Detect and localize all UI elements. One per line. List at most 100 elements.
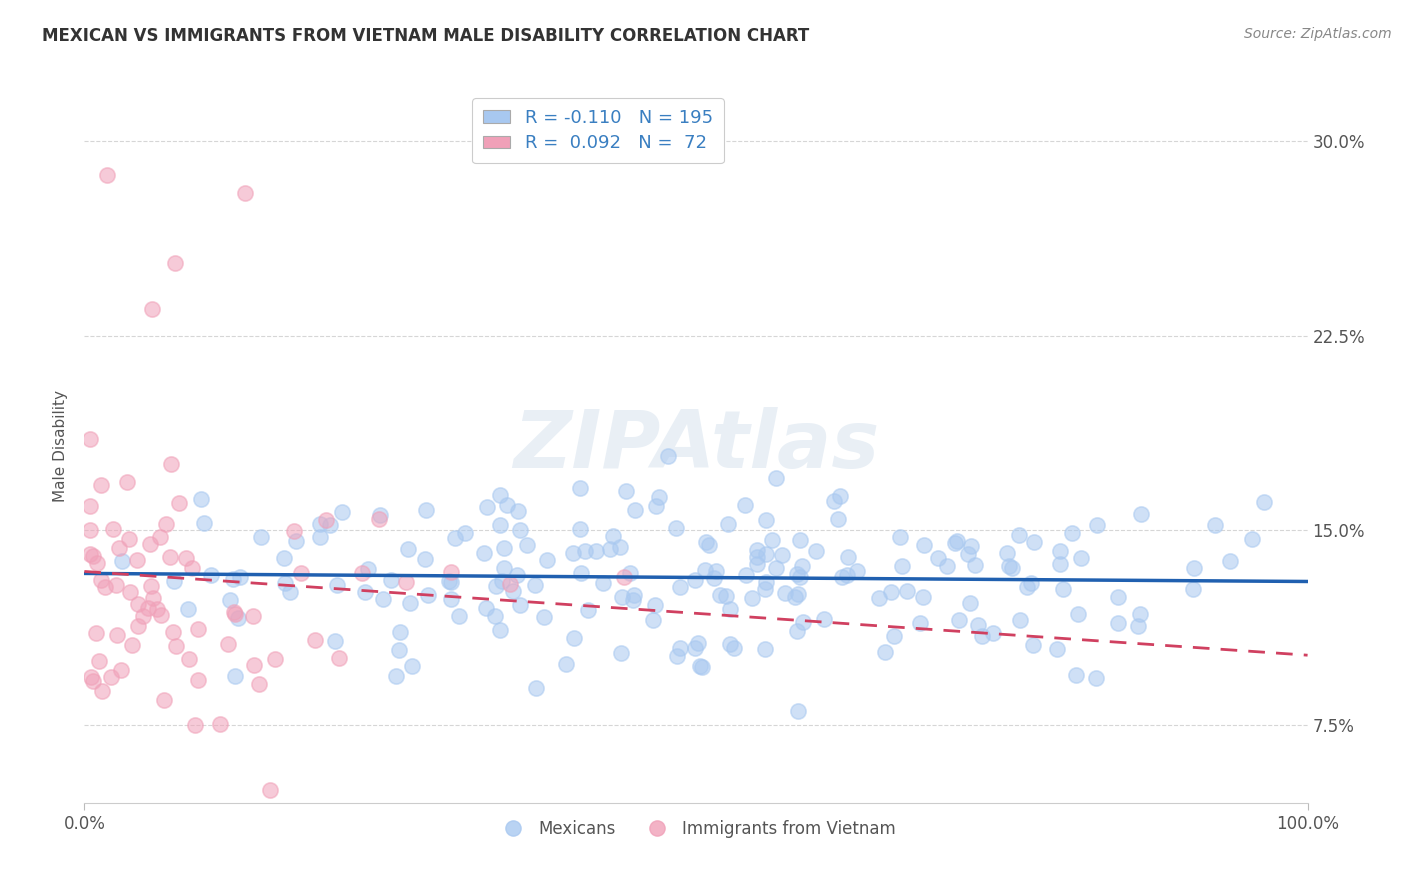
Point <box>319 518 342 533</box>
Point <box>1240 532 1263 546</box>
Point <box>1067 607 1090 621</box>
Point <box>132 608 155 623</box>
Point <box>823 493 845 508</box>
Point <box>90 684 112 698</box>
Point <box>328 651 350 665</box>
Point <box>641 613 664 627</box>
Point <box>602 529 624 543</box>
Point <box>142 591 165 605</box>
Point <box>110 664 132 678</box>
Text: MEXICAN VS IMMIGRANTS FROM VIETNAM MALE DISABILITY CORRELATION CHART: MEXICAN VS IMMIGRANTS FROM VIETNAM MALE … <box>42 27 810 45</box>
Point <box>585 544 607 558</box>
Point <box>509 523 531 537</box>
Point <box>690 660 713 674</box>
Point <box>523 578 546 592</box>
Point <box>1129 607 1152 622</box>
Point <box>141 301 163 316</box>
Point <box>120 584 142 599</box>
Point <box>943 536 966 550</box>
Point <box>82 549 104 564</box>
Point <box>665 521 688 535</box>
Point <box>723 641 745 656</box>
Point <box>90 573 112 587</box>
Point <box>569 566 592 581</box>
Point <box>765 471 787 485</box>
Point <box>502 583 524 598</box>
Point <box>804 544 827 558</box>
Point <box>181 561 204 575</box>
Point <box>96 169 118 183</box>
Point <box>217 637 239 651</box>
Point <box>910 615 932 630</box>
Point <box>516 538 538 552</box>
Point <box>127 597 149 611</box>
Point <box>716 590 738 604</box>
Point <box>125 553 148 567</box>
Point <box>165 640 187 654</box>
Point <box>709 588 731 602</box>
Point <box>79 432 101 446</box>
Point <box>956 547 979 561</box>
Point <box>247 676 270 690</box>
Point <box>190 492 212 507</box>
Point <box>224 607 246 622</box>
Point <box>221 572 243 586</box>
Point <box>304 633 326 648</box>
Y-axis label: Male Disability: Male Disability <box>53 390 69 502</box>
Point <box>309 531 332 545</box>
Point <box>489 623 512 637</box>
Point <box>1126 619 1149 633</box>
Point <box>755 574 778 589</box>
Point <box>233 186 256 201</box>
Point <box>562 631 585 645</box>
Point <box>440 574 463 589</box>
Point <box>357 562 380 576</box>
Point <box>1052 582 1074 596</box>
Point <box>1253 495 1275 509</box>
Point <box>741 591 763 606</box>
Point <box>350 566 373 580</box>
Point <box>533 610 555 624</box>
Point <box>315 513 337 527</box>
Point <box>783 590 806 604</box>
Point <box>396 542 419 557</box>
Point <box>475 500 498 514</box>
Point <box>610 590 633 604</box>
Point <box>827 512 849 526</box>
Point <box>139 579 162 593</box>
Point <box>325 578 347 592</box>
Point <box>912 538 935 552</box>
Point <box>115 475 138 489</box>
Point <box>1008 613 1031 627</box>
Point <box>1049 558 1071 572</box>
Point <box>506 503 529 517</box>
Point <box>79 523 101 537</box>
Point <box>718 602 741 616</box>
Point <box>219 593 242 607</box>
Point <box>94 580 117 594</box>
Point <box>399 596 422 610</box>
Point <box>755 513 778 527</box>
Point <box>789 570 811 584</box>
Point <box>792 558 814 573</box>
Point <box>623 502 645 516</box>
Point <box>669 581 692 595</box>
Point <box>981 625 1004 640</box>
Point <box>569 522 592 536</box>
Point <box>89 654 111 668</box>
Point <box>250 531 273 545</box>
Point <box>835 568 858 582</box>
Point <box>536 553 558 567</box>
Point <box>283 524 305 539</box>
Point <box>717 516 740 531</box>
Point <box>444 531 467 545</box>
Point <box>499 577 522 591</box>
Point <box>889 530 911 544</box>
Point <box>454 525 477 540</box>
Point <box>1021 576 1043 591</box>
Point <box>388 624 411 639</box>
Point <box>82 674 104 689</box>
Point <box>187 673 209 688</box>
Point <box>695 535 717 549</box>
Point <box>153 693 176 707</box>
